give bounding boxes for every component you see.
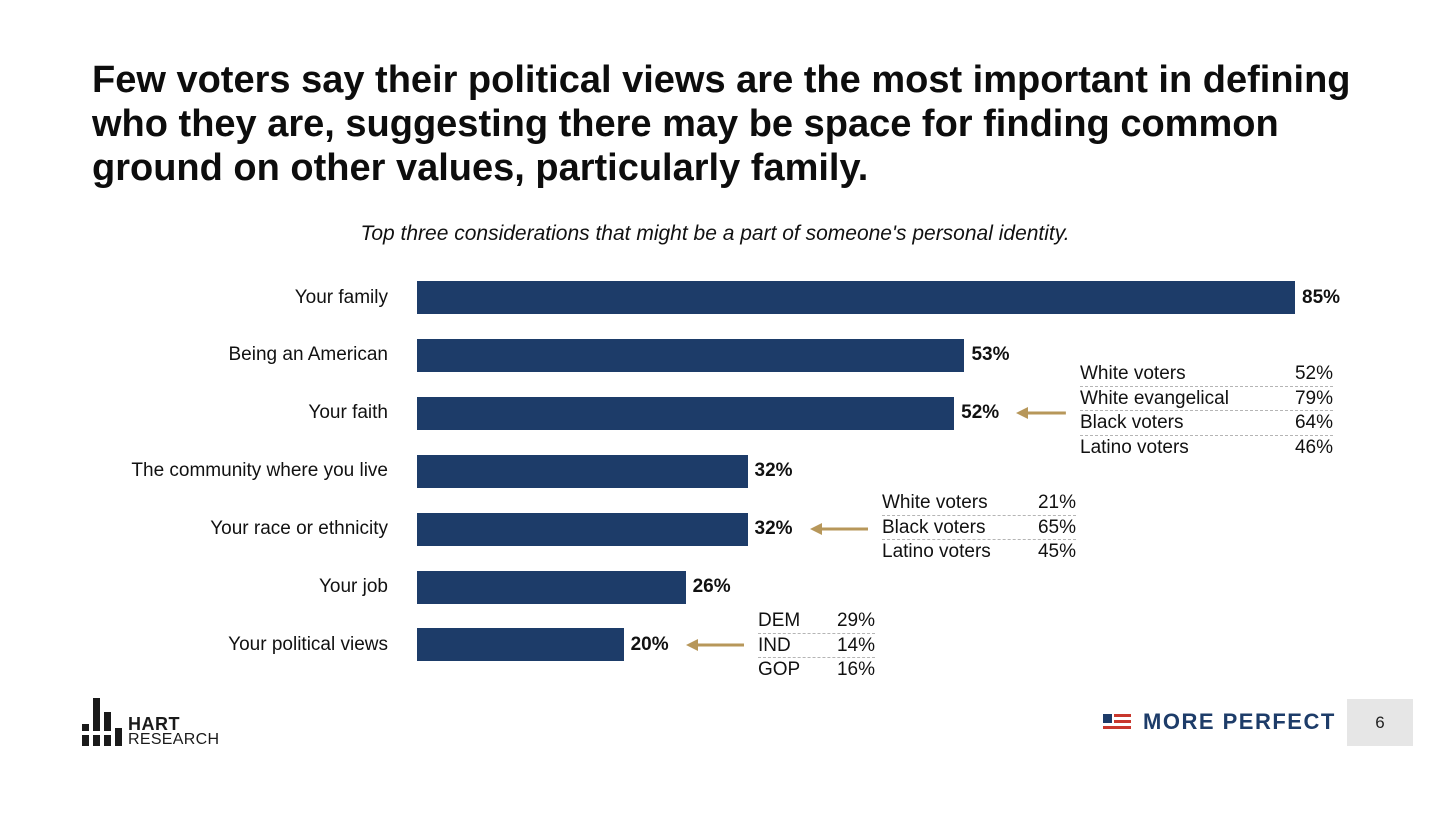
value-label-your-political-views: 20% [630, 633, 669, 655]
bar-your-faith [417, 396, 955, 430]
value-label-your-family: 85% [1302, 286, 1341, 308]
breakout-row-value: 65% [1037, 516, 1076, 538]
category-label-being-an-american: Being an American [228, 344, 389, 366]
breakout-row: DEM 29% [758, 609, 875, 634]
bar-your-job [417, 570, 686, 604]
arrow-left-icon [685, 638, 744, 651]
breakout-row-label: White evangelical [1080, 387, 1229, 409]
breakout-row: Black voters 64% [1080, 411, 1333, 436]
breakout-row-value: 52% [1294, 363, 1333, 384]
arrow-left-icon [1016, 407, 1066, 420]
category-label-your-political-views: Your political views [228, 633, 388, 655]
breakout-row-value: 79% [1294, 387, 1333, 409]
breakout-row-value: 16% [836, 659, 875, 680]
breakout-row: White evangelical 79% [1080, 387, 1333, 411]
bar-your-political-views [417, 628, 624, 662]
value-label-your-race-or-ethnicity: 32% [754, 518, 793, 540]
value-label-being-an-american: 53% [971, 344, 1010, 366]
hart-wordmark-line1: HART [128, 714, 180, 734]
breakout-row: White voters 21% [882, 491, 1076, 516]
bar-your-race-or-ethnicity [417, 512, 748, 546]
hart-research-wordmark: HART RESEARCH [128, 714, 220, 748]
category-label-your-race-or-ethnicity: Your race or ethnicity [210, 518, 388, 540]
breakout-row-value: 21% [1037, 492, 1076, 513]
value-label-the-community-where-you-live: 32% [754, 460, 793, 482]
breakout-row-label: White voters [1080, 363, 1186, 384]
bar-being-an-american [417, 338, 965, 372]
breakout-row-value: 14% [836, 634, 875, 656]
breakout-row-label: Black voters [882, 516, 986, 538]
bar-your-family [417, 281, 1295, 314]
category-label-your-family: Your family [294, 286, 388, 308]
breakout-row-label: GOP [758, 659, 801, 680]
breakout-table-your-race-or-ethnicity: White voters 21% Black voters 65% Latino vot… [882, 491, 1076, 565]
hart-wordmark-line2: RESEARCH [128, 731, 220, 748]
breakout-row-value: 46% [1294, 436, 1333, 458]
breakout-row-label: Latino voters [882, 541, 991, 562]
breakout-row: Black voters 65% [882, 516, 1076, 540]
breakout-row-label: IND [758, 634, 791, 656]
slide-title: Few voters say their political views are… [92, 59, 1351, 189]
more-perfect-wordmark: MORE PERFECT [1143, 709, 1336, 734]
breakout-table-your-faith: White voters 52% White evangelical 79% Black… [1080, 362, 1333, 460]
arrow-left-icon [809, 523, 868, 536]
page-number: 6 [1347, 699, 1413, 746]
breakout-table-your-political-views: DEM 29% IND 14% GOP 16% [758, 609, 875, 683]
breakout-row: GOP 16% [758, 658, 875, 683]
breakout-row: IND 14% [758, 634, 875, 658]
breakout-row: Latino voters 45% [882, 540, 1076, 565]
breakout-row-label: DEM [758, 610, 801, 631]
breakout-row-value: 45% [1037, 541, 1076, 562]
category-label-the-community-where-you-live: The community where you live [131, 460, 388, 482]
chart-subtitle: Top three considerations that might be a… [360, 222, 1070, 245]
flag-icon [1103, 714, 1131, 735]
breakout-row-label: Latino voters [1080, 436, 1189, 458]
bar-the-community-where-you-live [417, 454, 748, 488]
value-label-your-job: 26% [692, 576, 731, 597]
breakout-row-value: 29% [836, 610, 875, 631]
category-label-your-faith: Your faith [308, 402, 388, 424]
value-label-your-faith: 52% [961, 402, 1000, 424]
breakout-row-label: White voters [882, 492, 988, 513]
hart-research-logo-icon [82, 698, 122, 751]
breakout-row: White voters 52% [1080, 362, 1333, 387]
category-label-your-job: Your job [318, 576, 388, 597]
breakout-row-label: Black voters [1080, 412, 1184, 433]
breakout-row-value: 64% [1294, 412, 1333, 433]
breakout-row: Latino voters 46% [1080, 436, 1333, 461]
